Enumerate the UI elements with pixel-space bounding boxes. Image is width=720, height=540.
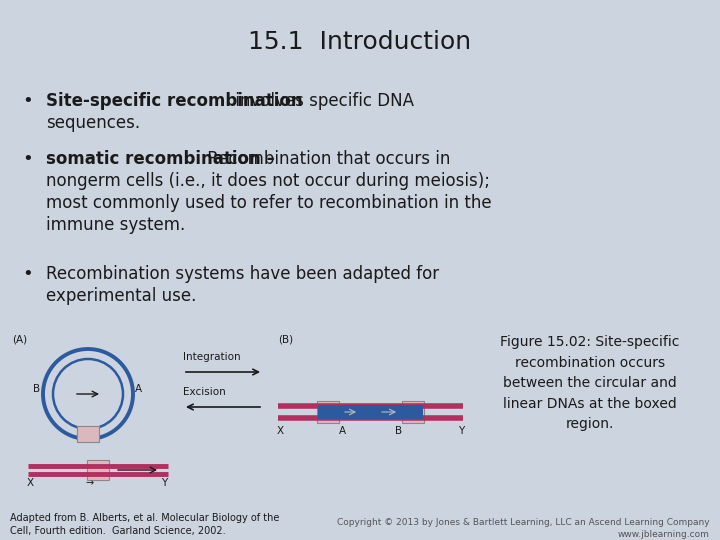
Text: 15.1  Introduction: 15.1 Introduction	[248, 30, 472, 54]
Text: Adapted from B. Alberts, et al. Molecular Biology of the
Cell, Fourth edition.  : Adapted from B. Alberts, et al. Molecula…	[10, 513, 279, 536]
Bar	[87, 460, 109, 480]
Text: (A): (A)	[12, 334, 27, 344]
Text: sequences.: sequences.	[46, 114, 140, 132]
Text: •: •	[22, 150, 33, 168]
Text: Y: Y	[161, 478, 167, 488]
Text: somatic recombination –: somatic recombination –	[46, 150, 275, 168]
Text: X: X	[276, 426, 284, 436]
Text: involves specific DNA: involves specific DNA	[230, 92, 413, 110]
Text: (B): (B)	[278, 334, 293, 344]
Text: Excision: Excision	[183, 387, 226, 397]
Bar	[402, 401, 424, 423]
Text: Integration: Integration	[183, 352, 240, 362]
Text: →: →	[86, 478, 94, 488]
Text: Copyright © 2013 by Jones & Bartlett Learning, LLC an Ascend Learning Company
ww: Copyright © 2013 by Jones & Bartlett Lea…	[338, 518, 710, 539]
Text: B: B	[33, 384, 40, 394]
Text: experimental use.: experimental use.	[46, 287, 197, 305]
Text: Site-specific recombination: Site-specific recombination	[46, 92, 302, 110]
Text: A: A	[135, 384, 142, 394]
Text: immune system.: immune system.	[46, 216, 185, 234]
Text: •: •	[22, 265, 33, 283]
Bar	[77, 426, 99, 442]
Text: Recombination that occurs in: Recombination that occurs in	[202, 150, 451, 168]
Text: B: B	[395, 426, 402, 436]
Text: X: X	[27, 478, 34, 488]
Text: Y: Y	[458, 426, 464, 436]
Text: nongerm cells (i.e., it does not occur during meiosis);: nongerm cells (i.e., it does not occur d…	[46, 172, 490, 190]
Text: Figure 15.02: Site-specific
recombination occurs
between the circular and
linear: Figure 15.02: Site-specific recombinatio…	[500, 335, 680, 431]
Bar	[317, 401, 339, 423]
Text: A: A	[338, 426, 346, 436]
Text: •: •	[22, 92, 33, 110]
Text: Recombination systems have been adapted for: Recombination systems have been adapted …	[46, 265, 439, 283]
Text: most commonly used to refer to recombination in the: most commonly used to refer to recombina…	[46, 194, 492, 212]
